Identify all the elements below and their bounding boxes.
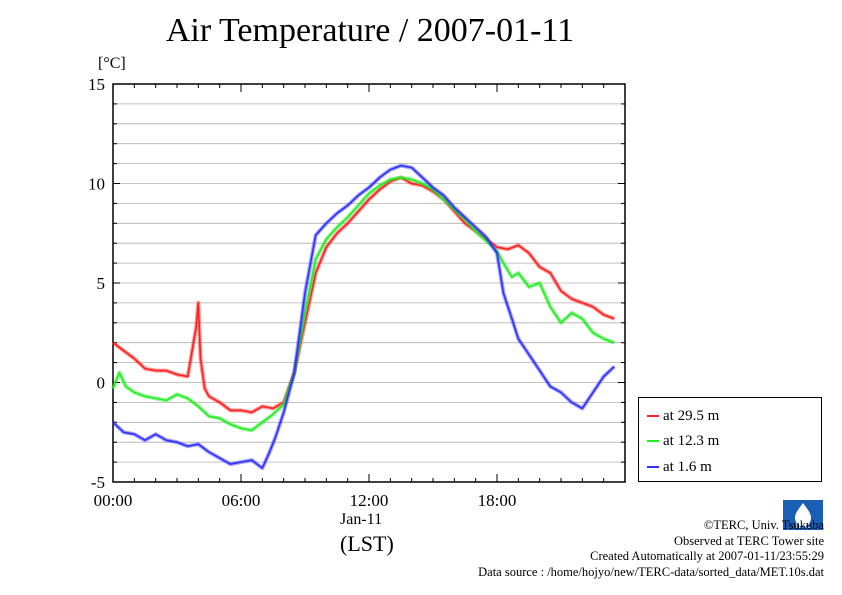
- chart-title: Air Temperature / 2007-01-11: [165, 12, 575, 49]
- x-tick-label: 00:00: [94, 491, 133, 510]
- series-halo-1: [111, 175, 616, 433]
- y-tick-label: 5: [97, 274, 106, 293]
- terc-logo: TERC: [783, 500, 823, 530]
- grid-lines: [113, 103, 625, 463]
- svg-text:TERC: TERC: [795, 524, 812, 530]
- legend-swatch: [647, 415, 659, 417]
- source-text: Data source : /home/hojyo/new/TERC-data/…: [478, 564, 824, 579]
- legend-item-1-6m: at 1.6 m: [647, 457, 712, 477]
- x-tick-label: 18:00: [478, 491, 517, 510]
- created-text: Created Automatically at 2007-01-11/23:5…: [590, 549, 824, 563]
- series-halo-2: [111, 163, 616, 471]
- observed-text: Observed at TERC Tower site: [673, 533, 824, 548]
- y-axis-unit-label: [°C]: [98, 55, 126, 72]
- x-tick-label: 06:00: [222, 491, 261, 510]
- terc-logo-icon: TERC: [783, 500, 823, 530]
- x-date-label: Jan-11: [340, 511, 383, 528]
- footer-credits: ©TERC, Univ. Tsukuba Observed at TERC To…: [478, 518, 824, 580]
- x-tick-label: 12:00: [350, 491, 389, 510]
- axis-ticks: [112, 83, 626, 483]
- series-lines: [111, 163, 616, 471]
- series-line-1: [112, 176, 615, 432]
- legend-swatch: [647, 466, 659, 468]
- y-tick-label: 15: [88, 75, 105, 94]
- legend-item-29-5m: at 29.5 m: [647, 406, 719, 426]
- series-halo-0: [111, 175, 616, 415]
- y-tick-label: 10: [88, 175, 105, 194]
- tick-labels: -5 0 5 10 15 00:00 06:00 12:00 18:00: [88, 75, 516, 510]
- legend-label: at 29.5 m: [663, 407, 720, 424]
- copyright-text: ©TERC, Univ. Tsukuba: [703, 518, 824, 532]
- series-line-2: [112, 164, 615, 469]
- y-tick-label: 0: [97, 374, 106, 393]
- legend-swatch: [647, 440, 659, 442]
- legend-label: at 12.3 m: [663, 432, 720, 449]
- y-tick-label: -5: [91, 473, 105, 492]
- legend-label: at 1.6 m: [663, 458, 712, 475]
- x-timezone-label: (LST): [340, 531, 394, 556]
- series-line-0: [112, 176, 615, 414]
- chart-legend: at 29.5 m at 12.3 m at 1.6 m: [638, 397, 822, 482]
- legend-item-12-3m: at 12.3 m: [647, 431, 719, 451]
